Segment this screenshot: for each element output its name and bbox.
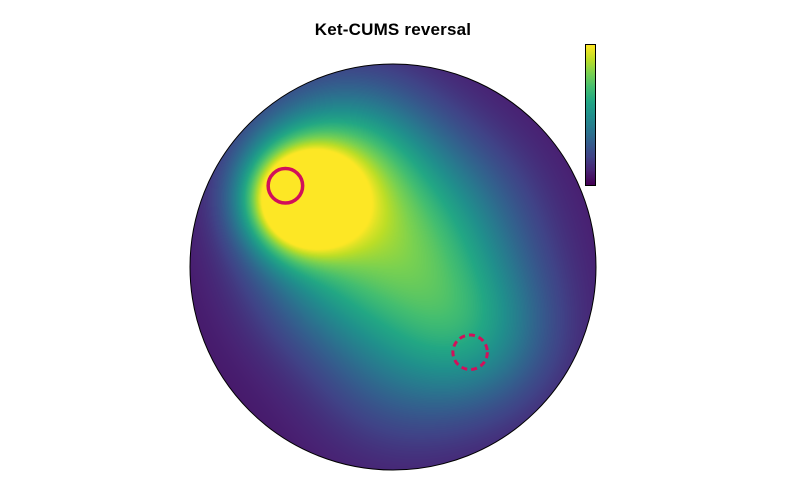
arena-boundary <box>189 63 597 471</box>
chart-title: Ket-CUMS reversal <box>314 20 472 39</box>
target-platform-marker <box>266 166 305 205</box>
colorbar <box>585 44 596 186</box>
heat-density <box>190 64 596 470</box>
former-platform-marker <box>451 333 489 372</box>
